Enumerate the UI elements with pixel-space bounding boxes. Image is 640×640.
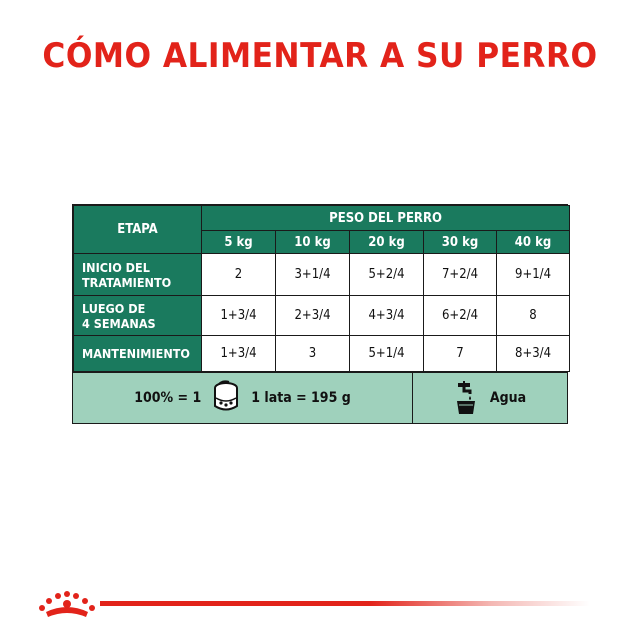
royal-crown-logo — [38, 590, 96, 618]
feeding-table: ETAPA PESO DEL PERRO 5 kg 10 kg 20 kg 30… — [72, 204, 571, 424]
portion-cell: 8 — [495, 295, 571, 336]
table-row: LUEGO DE 4 SEMANAS 1+3/4 2+3/4 4+3/4 6+2… — [73, 295, 571, 336]
table-row: MANTENIMIENTO 1+3/4 3 5+1/4 7 8+3/4 — [73, 335, 571, 372]
page-title: CÓMO ALIMENTAR A SU PERRO — [42, 36, 598, 76]
portion-cell: 7 — [423, 335, 497, 372]
serving-legend: 100% = 1 1 lata = 195 g — [73, 372, 567, 423]
weight-label: 10 kg — [275, 230, 350, 254]
weight-label: 5 kg — [201, 230, 276, 254]
portion-cell: 5+1/4 — [349, 335, 424, 372]
header-row-top: ETAPA PESO DEL PERRO — [73, 205, 571, 254]
stage-label-line: LUEGO DE — [82, 300, 146, 316]
stage-label: LUEGO DE 4 SEMANAS — [73, 295, 202, 336]
water-tap-icon — [454, 381, 478, 415]
can-legend: 100% = 1 1 lata = 195 g — [73, 373, 413, 423]
ratio-text: 100% = 1 — [134, 390, 202, 406]
water-legend: Agua — [413, 373, 567, 423]
stage-label-line: 4 SEMANAS — [82, 315, 156, 331]
portion-cell: 7+2/4 — [423, 253, 497, 296]
wet-food-can-icon — [211, 380, 241, 416]
can-weight-text: 1 lata = 195 g — [251, 390, 351, 406]
stage-label-line: MANTENIMIENTO — [82, 346, 190, 361]
portion-cell: 5+2/4 — [349, 253, 424, 296]
stage-header: ETAPA — [73, 205, 202, 254]
weight-label: 40 kg — [495, 230, 571, 254]
portion-cell: 2+3/4 — [275, 295, 350, 336]
portion-cell: 3+1/4 — [275, 253, 350, 296]
portion-cell: 9+1/4 — [495, 253, 571, 296]
portion-cell: 1+3/4 — [201, 295, 276, 336]
weight-label: 20 kg — [349, 230, 424, 254]
portion-cell: 6+2/4 — [423, 295, 497, 336]
portion-cell: 2 — [201, 253, 276, 296]
weight-label: 30 kg — [423, 230, 497, 254]
brand-divider — [100, 601, 590, 606]
weight-header: PESO DEL PERRO — [200, 205, 571, 231]
portion-cell: 4+3/4 — [349, 295, 424, 336]
header-row-weights: 5 kg 10 kg 20 kg 30 kg 40 kg — [74, 230, 571, 254]
portion-cell: 8+3/4 — [495, 335, 571, 372]
stage-label: MANTENIMIENTO — [73, 335, 202, 372]
table-row: INICIO DEL TRATAMIENTO 2 3+1/4 5+2/4 7+2… — [73, 253, 571, 296]
stage-label: INICIO DEL TRATAMIENTO — [73, 253, 202, 296]
portion-cell: 1+3/4 — [201, 335, 276, 372]
water-text: Agua — [489, 390, 527, 406]
stage-label-line: INICIO DEL — [82, 259, 150, 275]
portion-cell: 3 — [275, 335, 350, 372]
stage-label-line: TRATAMIENTO — [82, 274, 172, 290]
